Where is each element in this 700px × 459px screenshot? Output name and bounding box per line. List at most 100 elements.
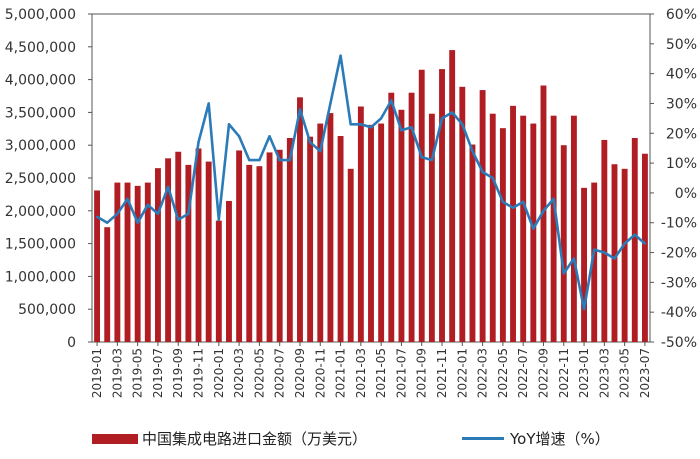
x-tick-label: 2019-09: [171, 348, 185, 398]
bar: [205, 161, 212, 342]
x-tick-label: 2022-07: [516, 348, 530, 398]
line-point: [339, 54, 342, 57]
x-tick-label: 2021-03: [354, 348, 368, 398]
x-tick-label: 2022-11: [557, 348, 571, 398]
line-point: [532, 227, 535, 230]
line-point: [278, 158, 281, 162]
x-tick-label: 2023-03: [597, 348, 611, 398]
line-point: [623, 242, 626, 245]
right-tick-label: 20%: [666, 126, 697, 142]
x-tick-label: 2020-07: [273, 348, 287, 398]
bar: [560, 145, 567, 342]
left-tick-label: 3,000,000: [5, 138, 76, 154]
bar: [236, 150, 243, 342]
line-point: [95, 215, 99, 218]
bar: [317, 123, 324, 342]
left-tick-label: 5,000,000: [5, 7, 76, 23]
line-point: [562, 272, 565, 275]
right-tick-label: -10%: [661, 216, 697, 232]
line-point: [268, 135, 271, 138]
legend-swatch-bar: [92, 433, 138, 444]
right-tick-label: 30%: [666, 96, 697, 112]
left-tick-label: 1,000,000: [5, 269, 76, 285]
bar: [256, 166, 263, 342]
x-tick-label: 2019-07: [151, 348, 165, 398]
x-tick-label: 2022-09: [536, 348, 550, 398]
bar: [479, 90, 486, 342]
line-point: [207, 102, 210, 105]
line-point: [521, 200, 525, 204]
right-tick-label: 0%: [675, 186, 697, 202]
bar: [185, 164, 192, 342]
bar: [489, 113, 496, 342]
x-tick-label: 2021-01: [334, 348, 348, 398]
bar: [398, 109, 405, 342]
x-tick-label: 2020-11: [313, 348, 327, 398]
bar: [621, 168, 628, 342]
bar: [641, 153, 648, 342]
line-point: [237, 135, 241, 138]
bar: [368, 124, 374, 342]
line-point: [146, 203, 149, 207]
line-point: [217, 218, 221, 221]
line-point: [461, 123, 464, 126]
line-point: [643, 242, 647, 245]
line-point: [542, 209, 545, 212]
bar: [357, 106, 364, 342]
x-tick-label: 2020-09: [293, 348, 307, 398]
line-point: [450, 111, 454, 114]
line-point: [197, 141, 200, 144]
line-point: [106, 221, 109, 224]
bar: [388, 92, 395, 342]
x-tick-label: 2022-01: [455, 348, 469, 398]
bar: [550, 115, 557, 343]
bar: [114, 182, 121, 342]
right-tick-label: -30%: [661, 275, 697, 291]
bar: [520, 115, 527, 343]
line-point: [258, 158, 261, 162]
x-tick-label: 2020-01: [212, 348, 226, 398]
bar: [428, 113, 435, 342]
x-tick-label: 2021-09: [415, 348, 429, 398]
bar: [144, 182, 151, 342]
x-tick-label: 2021-05: [374, 348, 388, 398]
bar: [591, 182, 598, 342]
line-point: [349, 123, 352, 126]
bar: [459, 86, 466, 342]
bar: [378, 123, 385, 342]
bar: [94, 190, 101, 342]
bar: [530, 123, 537, 342]
left-tick-label: 0: [67, 335, 76, 351]
line-point: [613, 257, 616, 260]
bar: [581, 187, 587, 342]
line-point: [430, 158, 434, 162]
line-point: [491, 176, 494, 180]
left-tick-label: 1,500,000: [5, 237, 76, 253]
bar: [469, 144, 476, 342]
x-tick-label: 2019-05: [131, 348, 145, 398]
legend-label-bar: 中国集成电路进口金额（万美元）: [142, 430, 368, 448]
bar: [601, 139, 608, 342]
bar: [418, 69, 425, 342]
bar: [276, 149, 283, 342]
left-tick-label: 3,500,000: [5, 105, 76, 121]
bar: [266, 152, 273, 342]
line-point: [369, 126, 373, 129]
left-tick-label: 500,000: [18, 302, 76, 318]
line-point: [420, 155, 423, 159]
bar: [165, 158, 172, 342]
left-tick-label: 2,000,000: [5, 204, 76, 220]
right-tick-label: -50%: [661, 335, 697, 351]
bar: [540, 85, 547, 342]
bar: [439, 69, 445, 342]
bar: [195, 148, 202, 342]
legend-label-line: YoY增速（%）: [510, 430, 610, 448]
legend-item-line: YoY增速（%）: [462, 428, 610, 449]
bar: [631, 137, 638, 342]
x-tick-label: 2023-07: [638, 348, 652, 398]
line-point: [359, 123, 363, 126]
legend-item-bar: 中国集成电路进口金额（万美元）: [92, 428, 367, 449]
line-point: [511, 206, 515, 210]
bar: [246, 164, 253, 342]
